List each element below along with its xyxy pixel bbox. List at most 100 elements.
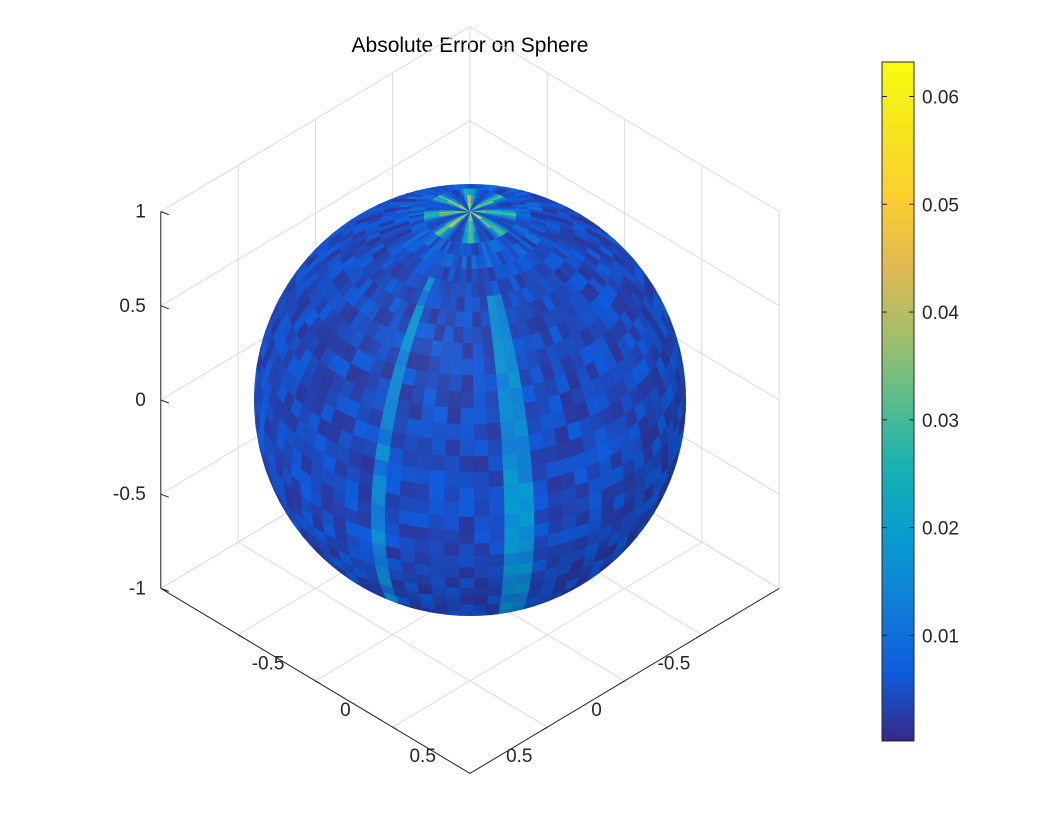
surface-patch [597,215,614,230]
surface-patch [395,187,412,191]
surface-patch [337,580,353,592]
surface-patch [415,175,428,178]
surface-patch [333,578,350,592]
surface-patch [685,406,686,430]
surface-patch [406,180,420,183]
surface-patch [593,576,609,590]
surface-patch [313,560,329,575]
surface-patch [428,174,440,176]
surface-patch [392,184,408,189]
grid-line [469,26,780,213]
surface-patch [359,198,376,207]
surface-patch [345,201,361,213]
surface-patch [526,185,542,190]
surface-patch [432,173,444,175]
surface-patch [485,184,496,185]
surface-patch [604,564,620,579]
surface-patch [315,223,331,239]
surface-patch [537,184,553,189]
surface-patch [571,593,587,604]
surface-patch [521,617,535,622]
surface-patch [419,184,434,186]
surface-patch [484,616,497,622]
x-tick-mark [315,680,321,685]
z-tick-label: -1 [129,578,146,599]
surface-patch [426,176,438,179]
surface-patch [508,184,524,187]
surface-patch [433,625,445,628]
surface-patch [370,188,386,198]
surface-patch [490,176,500,180]
surface-patch [554,602,570,612]
surface-patch [499,624,511,627]
surface-patch [493,172,504,173]
x-tick-label: 0.5 [409,746,435,767]
surface-patch [359,594,376,605]
surface-patch [375,193,392,200]
z-tick-label: 0 [135,390,146,411]
surface-patch [414,184,430,188]
surface-patch [438,620,451,625]
surface-patch [581,203,597,214]
surface-patch [501,173,513,175]
z-tick-mark [160,305,169,310]
surface-patch [450,622,462,626]
surface-patch [414,621,427,625]
surface-patch [436,184,449,187]
surface-patch [481,627,492,629]
z-tick-mark [160,587,169,592]
surface-patch [516,176,529,179]
surface-patch [579,587,595,599]
surface-patch [326,570,343,585]
surface-patch [688,393,689,416]
surface-patch [441,624,453,627]
surface-patch [543,184,559,192]
surface-patch [387,612,403,616]
surface-patch [524,178,538,181]
surface-patch [605,220,621,236]
surface-patch [441,172,452,173]
surface-patch [405,178,419,183]
surface-patch [375,604,391,613]
surface-patch [512,622,525,625]
surface-patch [251,384,252,407]
surface-patch [582,203,599,215]
surface-patch [489,184,501,186]
colorbar-tick-label: 0.01 [922,626,959,647]
surface-patch [436,627,447,628]
surface-patch [503,184,518,185]
surface-patch [364,600,381,610]
surface-patch [592,213,608,226]
surface-patch [584,583,600,595]
surface-patch [535,185,551,191]
surface-patch [423,174,435,176]
surface-patch [565,195,582,204]
surface-patch [468,172,475,174]
surface-patch [303,236,318,252]
surface-patch [424,613,439,616]
surface-patch [529,184,545,187]
surface-patch [517,177,531,182]
surface-patch [590,208,607,222]
surface-patch [508,175,521,177]
surface-patch [439,174,449,177]
surface-patch [478,178,485,183]
surface-patch [562,597,579,608]
surface-patch [453,178,461,183]
surface-patch [386,187,402,192]
surface-patch [346,201,362,214]
surface-patch [488,627,499,628]
surface-patch [530,184,546,186]
surface-patch [481,172,490,175]
surface-patch [551,194,568,202]
surface-patch [441,184,453,186]
surface-patch [555,602,572,611]
surface-patch [254,352,257,376]
surface-patch [500,175,511,178]
surface-patch [419,178,431,181]
surface-patch [685,415,686,439]
surface-patch [254,370,255,394]
surface-patch [512,184,529,189]
surface-patch [485,175,494,179]
surface-patch [343,586,359,597]
